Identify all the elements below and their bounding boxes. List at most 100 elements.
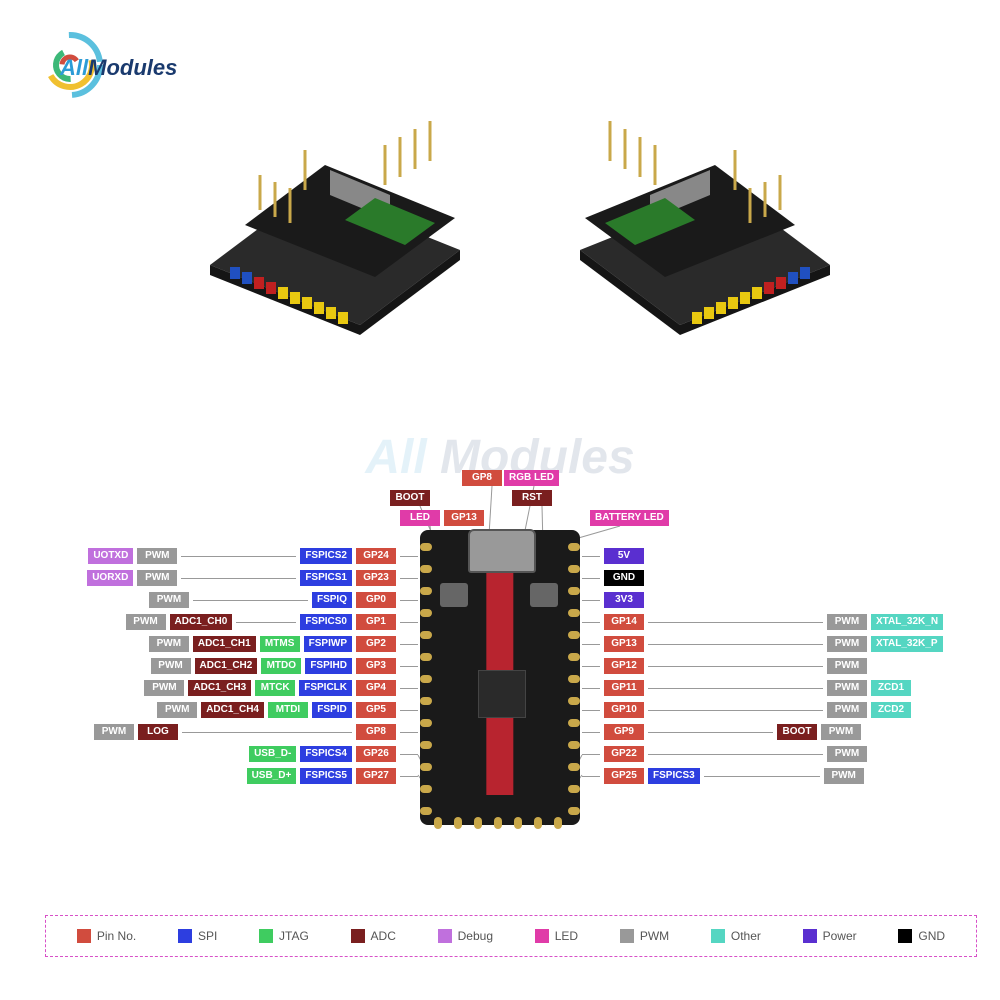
- pin-tag: GP23: [356, 570, 396, 586]
- pin-tag: XTAL_32K_N: [871, 614, 943, 630]
- left-pin-row: GP0FSPIQ PWM: [149, 591, 418, 609]
- legend-swatch: [620, 929, 634, 943]
- top-label: RST: [512, 490, 552, 506]
- pin-tag: MTDI: [268, 702, 308, 718]
- top-label: BOOT: [390, 490, 430, 506]
- pin-tag: PWM: [827, 658, 867, 674]
- pin-tag: GP22: [604, 746, 644, 762]
- left-pin-row: GP1FSPICS0ADC1_CH0PWM: [126, 613, 418, 631]
- right-pin-row: GP10 PWMZCD2: [582, 701, 911, 719]
- pin-tag: GP8: [462, 470, 502, 486]
- pin-tag: GP9: [604, 724, 644, 740]
- right-pin-row: GP25FSPICS3PWM: [582, 767, 864, 785]
- right-pin-row: 5V: [582, 547, 644, 565]
- pin-tag: BOOT: [777, 724, 817, 740]
- legend-swatch: [178, 929, 192, 943]
- chip-ic: [478, 670, 526, 718]
- legend-swatch: [535, 929, 549, 943]
- right-pin-row: 3V3: [582, 591, 644, 609]
- pin-tag: MTDO: [261, 658, 301, 674]
- pin-tag: RST: [512, 490, 552, 506]
- right-pin-row: GP11 PWMZCD1: [582, 679, 911, 697]
- legend-item: Power: [803, 929, 857, 943]
- pin-tag: PWM: [151, 658, 191, 674]
- pin-tag: PWM: [827, 702, 867, 718]
- right-pin-row: GP13 PWMXTAL_32K_P: [582, 635, 943, 653]
- board-photo-right: [560, 75, 850, 335]
- legend-item: JTAG: [259, 929, 309, 943]
- pin-tag: GP10: [604, 702, 644, 718]
- pin-tag: GP2: [356, 636, 396, 652]
- legend-swatch: [898, 929, 912, 943]
- pin-tag: GP11: [604, 680, 644, 696]
- pin-tag: PWM: [144, 680, 184, 696]
- pin-tag: PWM: [824, 768, 864, 784]
- top-label: RGB LED: [504, 470, 559, 486]
- pin-tag: GP12: [604, 658, 644, 674]
- legend-label: LED: [555, 929, 578, 943]
- legend-swatch: [438, 929, 452, 943]
- pin-tag: LED: [400, 510, 440, 526]
- pin-tag: 3V3: [604, 592, 644, 608]
- boot-button: [440, 583, 468, 607]
- pin-tag: PWM: [137, 570, 177, 586]
- pin-tag: GP24: [356, 548, 396, 564]
- legend-item: PWM: [620, 929, 669, 943]
- legend-label: Power: [823, 929, 857, 943]
- legend-item: Pin No.: [77, 929, 136, 943]
- pin-tag: GP8: [356, 724, 396, 740]
- pin-tag: PWM: [827, 746, 867, 762]
- legend-swatch: [351, 929, 365, 943]
- pin-tag: GP13: [604, 636, 644, 652]
- pin-tag: PWM: [126, 614, 166, 630]
- pin-tag: PWM: [821, 724, 861, 740]
- pin-tag: FSPICS0: [300, 614, 352, 630]
- left-pin-row: GP23FSPICS1PWMUORXD: [87, 569, 418, 587]
- board-photo-left: [190, 75, 480, 335]
- legend-item: Debug: [438, 929, 493, 943]
- pin-tag: USB_D+: [247, 768, 297, 784]
- pin-tag: XTAL_32K_P: [871, 636, 943, 652]
- legend-item: ADC: [351, 929, 396, 943]
- legend-label: SPI: [198, 929, 217, 943]
- top-label: BATTERY LED: [590, 510, 669, 526]
- pin-tag: GP4: [356, 680, 396, 696]
- pin-tag: ZCD2: [871, 702, 911, 718]
- right-pin-row: GP9 BOOTPWM: [582, 723, 861, 741]
- pin-tag: PWM: [149, 636, 189, 652]
- left-pin-row: GP8LOGPWM: [94, 723, 418, 741]
- legend-item: Other: [711, 929, 761, 943]
- pin-tag: GP27: [356, 768, 396, 784]
- pin-tag: GP0: [356, 592, 396, 608]
- pin-tag: GP13: [444, 510, 484, 526]
- pin-tag: PWM: [149, 592, 189, 608]
- pin-tag: MTCK: [255, 680, 295, 696]
- pin-tag: UOTXD: [88, 548, 133, 564]
- pinout-diagram: C3 LEDGP13BOOTGP8RGB LEDRSTBATTERY LED G…: [0, 475, 1000, 905]
- pin-tag: PWM: [827, 636, 867, 652]
- pin-tag: ADC1_CH2: [195, 658, 258, 674]
- pin-tag: FSPICS2: [300, 548, 352, 564]
- pin-tag: FSPID: [312, 702, 352, 718]
- pin-tag: FSPIHD: [305, 658, 352, 674]
- left-pin-row: GP3FSPIHDMTDOADC1_CH2PWM: [151, 657, 418, 675]
- right-pin-row: GP22 PWM: [582, 745, 867, 763]
- legend-swatch: [259, 929, 273, 943]
- pin-tag: GP25: [604, 768, 644, 784]
- left-pin-row: GP5FSPIDMTDIADC1_CH4PWM: [157, 701, 418, 719]
- left-pin-row: GP27FSPICS5USB_D+: [247, 767, 418, 785]
- left-pin-row: GP24FSPICS2 PWMUOTXD: [88, 547, 418, 565]
- top-label: GP8: [462, 470, 502, 486]
- pin-tag: ZCD1: [871, 680, 911, 696]
- reset-button: [530, 583, 558, 607]
- pin-tag: FSPIQ: [312, 592, 352, 608]
- left-pin-row: GP26FSPICS4USB_D-: [249, 745, 418, 763]
- pin-tag: PWM: [827, 680, 867, 696]
- pin-tag: PWM: [137, 548, 177, 564]
- legend-label: Pin No.: [97, 929, 136, 943]
- pin-tag: FSPICLK: [299, 680, 352, 696]
- legend-label: Debug: [458, 929, 493, 943]
- usb-c-port: [468, 529, 536, 573]
- legend-swatch: [77, 929, 91, 943]
- left-pin-row: GP4FSPICLKMTCKADC1_CH3PWM: [144, 679, 418, 697]
